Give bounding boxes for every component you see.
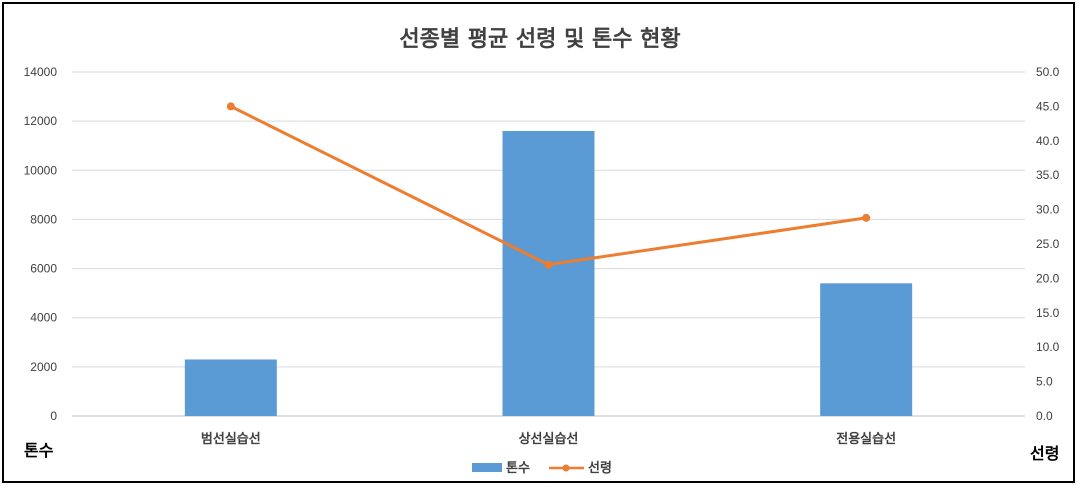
right-tick-label: 5.0 [1036,375,1053,389]
right-axis-title: 선령 [1030,444,1059,463]
bar-3 [820,283,913,416]
category-label: 상선실습선 [519,431,579,447]
right-tick-label: 50.0 [1036,65,1060,79]
left-axis-ticks: 0 2000 4000 6000 8000 10000 12000 14000 [24,65,58,423]
left-tick-label: 4000 [30,311,57,325]
left-tick-label: 10000 [24,163,58,177]
left-tick-label: 2000 [30,360,57,374]
left-tick-label: 8000 [30,212,57,226]
legend-bar-swatch [472,463,502,472]
line-layer [226,102,871,269]
right-tick-label: 0.0 [1036,409,1053,423]
line-point-1 [226,102,235,111]
category-label: 범선실습선 [201,431,261,447]
bar-1 [184,359,277,416]
legend-line-marker [562,464,570,472]
legend-bar-label: 톤수 [506,461,530,476]
bar-2 [502,130,595,416]
category-labels: 범선실습선 상선실습선 전용실습선 [201,431,896,447]
chart-title: 선종별 평균 선령 및 톤수 현황 [399,27,680,52]
right-tick-label: 20.0 [1036,271,1060,285]
right-tick-label: 40.0 [1036,134,1060,148]
right-tick-label: 45.0 [1036,99,1060,113]
right-tick-label: 30.0 [1036,203,1060,217]
left-tick-label: 0 [50,409,57,423]
right-tick-label: 25.0 [1036,237,1060,251]
right-tick-label: 10.0 [1036,340,1060,354]
right-tick-label: 35.0 [1036,168,1060,182]
line-point-2 [544,260,553,269]
left-axis-title: 톤수 [24,441,54,460]
right-tick-label: 15.0 [1036,306,1060,320]
left-tick-label: 6000 [30,262,57,276]
line-point-3 [862,213,871,222]
right-axis-ticks: 0.0 5.0 10.0 15.0 20.0 25.0 30.0 35.0 40.0 45.0 50… [1036,65,1060,423]
legend: 톤수 선령 [472,460,612,476]
left-tick-label: 12000 [24,114,58,128]
category-label: 전용실습선 [836,431,896,447]
left-tick-label: 14000 [24,65,58,79]
legend-line-label: 선령 [588,460,612,476]
bars-layer [184,130,913,416]
